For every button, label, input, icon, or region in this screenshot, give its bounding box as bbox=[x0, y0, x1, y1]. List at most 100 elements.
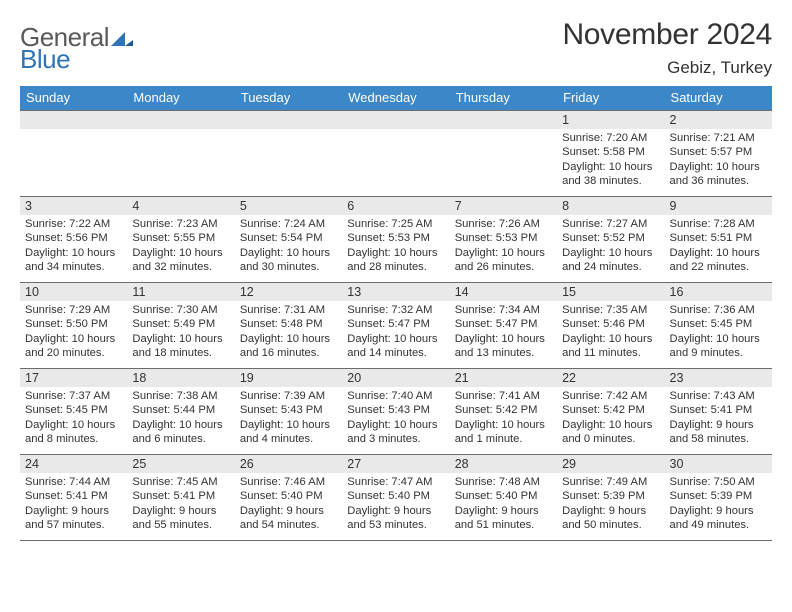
calendar-cell: 12Sunrise: 7:31 AMSunset: 5:48 PMDayligh… bbox=[235, 283, 342, 369]
daylight-text: Daylight: 10 hours and 3 minutes. bbox=[347, 418, 444, 447]
day-number: 20 bbox=[342, 369, 449, 387]
logo: General Blue bbox=[20, 18, 133, 72]
calendar-cell: 25Sunrise: 7:45 AMSunset: 5:41 PMDayligh… bbox=[127, 455, 234, 541]
sunset-text: Sunset: 5:39 PM bbox=[562, 489, 659, 503]
day-number: 12 bbox=[235, 283, 342, 301]
day-details: Sunrise: 7:21 AMSunset: 5:57 PMDaylight:… bbox=[665, 129, 772, 191]
day-number: 15 bbox=[557, 283, 664, 301]
sunrise-text: Sunrise: 7:34 AM bbox=[455, 303, 552, 317]
logo-text-block: General Blue bbox=[20, 24, 133, 72]
day-number: 23 bbox=[665, 369, 772, 387]
day-details: Sunrise: 7:48 AMSunset: 5:40 PMDaylight:… bbox=[450, 473, 557, 535]
day-number: 8 bbox=[557, 197, 664, 215]
day-details: Sunrise: 7:30 AMSunset: 5:49 PMDaylight:… bbox=[127, 301, 234, 363]
sunrise-text: Sunrise: 7:38 AM bbox=[132, 389, 229, 403]
sunrise-text: Sunrise: 7:37 AM bbox=[25, 389, 122, 403]
calendar-cell: 29Sunrise: 7:49 AMSunset: 5:39 PMDayligh… bbox=[557, 455, 664, 541]
sunset-text: Sunset: 5:54 PM bbox=[240, 231, 337, 245]
day-number: 16 bbox=[665, 283, 772, 301]
daylight-text: Daylight: 10 hours and 34 minutes. bbox=[25, 246, 122, 275]
sunset-text: Sunset: 5:45 PM bbox=[670, 317, 767, 331]
daylight-text: Daylight: 10 hours and 36 minutes. bbox=[670, 160, 767, 189]
daylight-text: Daylight: 10 hours and 26 minutes. bbox=[455, 246, 552, 275]
calendar-cell: 7Sunrise: 7:26 AMSunset: 5:53 PMDaylight… bbox=[450, 197, 557, 283]
day-details: Sunrise: 7:39 AMSunset: 5:43 PMDaylight:… bbox=[235, 387, 342, 449]
day-number: 29 bbox=[557, 455, 664, 473]
calendar-cell: 3Sunrise: 7:22 AMSunset: 5:56 PMDaylight… bbox=[20, 197, 127, 283]
calendar-page: General Blue November 2024 Gebiz, Turkey… bbox=[0, 0, 792, 612]
calendar-cell: 13Sunrise: 7:32 AMSunset: 5:47 PMDayligh… bbox=[342, 283, 449, 369]
day-number: 2 bbox=[665, 111, 772, 129]
day-number: 19 bbox=[235, 369, 342, 387]
daylight-text: Daylight: 10 hours and 8 minutes. bbox=[25, 418, 122, 447]
sunrise-text: Sunrise: 7:28 AM bbox=[670, 217, 767, 231]
sunrise-text: Sunrise: 7:49 AM bbox=[562, 475, 659, 489]
sunrise-text: Sunrise: 7:27 AM bbox=[562, 217, 659, 231]
sunrise-text: Sunrise: 7:40 AM bbox=[347, 389, 444, 403]
calendar-cell: 20Sunrise: 7:40 AMSunset: 5:43 PMDayligh… bbox=[342, 369, 449, 455]
sunset-text: Sunset: 5:47 PM bbox=[455, 317, 552, 331]
sunset-text: Sunset: 5:45 PM bbox=[25, 403, 122, 417]
day-number: 21 bbox=[450, 369, 557, 387]
daylight-text: Daylight: 10 hours and 24 minutes. bbox=[562, 246, 659, 275]
day-header: Saturday bbox=[665, 86, 772, 111]
day-number: 9 bbox=[665, 197, 772, 215]
day-details: Sunrise: 7:28 AMSunset: 5:51 PMDaylight:… bbox=[665, 215, 772, 277]
day-details: Sunrise: 7:24 AMSunset: 5:54 PMDaylight:… bbox=[235, 215, 342, 277]
day-details: Sunrise: 7:26 AMSunset: 5:53 PMDaylight:… bbox=[450, 215, 557, 277]
daylight-text: Daylight: 9 hours and 53 minutes. bbox=[347, 504, 444, 533]
day-details: Sunrise: 7:46 AMSunset: 5:40 PMDaylight:… bbox=[235, 473, 342, 535]
sunset-text: Sunset: 5:47 PM bbox=[347, 317, 444, 331]
sunset-text: Sunset: 5:58 PM bbox=[562, 145, 659, 159]
day-details: Sunrise: 7:32 AMSunset: 5:47 PMDaylight:… bbox=[342, 301, 449, 363]
sunrise-text: Sunrise: 7:48 AM bbox=[455, 475, 552, 489]
calendar-cell bbox=[20, 111, 127, 197]
day-number: 3 bbox=[20, 197, 127, 215]
sunrise-text: Sunrise: 7:24 AM bbox=[240, 217, 337, 231]
sunrise-text: Sunrise: 7:32 AM bbox=[347, 303, 444, 317]
sunrise-text: Sunrise: 7:45 AM bbox=[132, 475, 229, 489]
daylight-text: Daylight: 10 hours and 11 minutes. bbox=[562, 332, 659, 361]
calendar-cell: 4Sunrise: 7:23 AMSunset: 5:55 PMDaylight… bbox=[127, 197, 234, 283]
day-number: 10 bbox=[20, 283, 127, 301]
calendar-cell bbox=[342, 111, 449, 197]
day-header: Monday bbox=[127, 86, 234, 111]
calendar-cell: 9Sunrise: 7:28 AMSunset: 5:51 PMDaylight… bbox=[665, 197, 772, 283]
sunrise-text: Sunrise: 7:23 AM bbox=[132, 217, 229, 231]
daylight-text: Daylight: 10 hours and 1 minute. bbox=[455, 418, 552, 447]
sunrise-text: Sunrise: 7:46 AM bbox=[240, 475, 337, 489]
daylight-text: Daylight: 9 hours and 54 minutes. bbox=[240, 504, 337, 533]
calendar-cell: 22Sunrise: 7:42 AMSunset: 5:42 PMDayligh… bbox=[557, 369, 664, 455]
sunrise-text: Sunrise: 7:44 AM bbox=[25, 475, 122, 489]
sunset-text: Sunset: 5:42 PM bbox=[562, 403, 659, 417]
calendar-cell: 10Sunrise: 7:29 AMSunset: 5:50 PMDayligh… bbox=[20, 283, 127, 369]
sunrise-text: Sunrise: 7:35 AM bbox=[562, 303, 659, 317]
sunrise-text: Sunrise: 7:22 AM bbox=[25, 217, 122, 231]
title-block: November 2024 Gebiz, Turkey bbox=[562, 18, 772, 78]
calendar-cell: 17Sunrise: 7:37 AMSunset: 5:45 PMDayligh… bbox=[20, 369, 127, 455]
daylight-text: Daylight: 10 hours and 16 minutes. bbox=[240, 332, 337, 361]
sunrise-text: Sunrise: 7:41 AM bbox=[455, 389, 552, 403]
daylight-text: Daylight: 10 hours and 28 minutes. bbox=[347, 246, 444, 275]
sunset-text: Sunset: 5:53 PM bbox=[347, 231, 444, 245]
calendar-cell: 16Sunrise: 7:36 AMSunset: 5:45 PMDayligh… bbox=[665, 283, 772, 369]
daylight-text: Daylight: 10 hours and 9 minutes. bbox=[670, 332, 767, 361]
day-number: 24 bbox=[20, 455, 127, 473]
calendar-week-row: 1Sunrise: 7:20 AMSunset: 5:58 PMDaylight… bbox=[20, 111, 772, 197]
calendar-cell bbox=[127, 111, 234, 197]
calendar-cell: 30Sunrise: 7:50 AMSunset: 5:39 PMDayligh… bbox=[665, 455, 772, 541]
calendar-cell: 1Sunrise: 7:20 AMSunset: 5:58 PMDaylight… bbox=[557, 111, 664, 197]
day-header-row: Sunday Monday Tuesday Wednesday Thursday… bbox=[20, 86, 772, 111]
sunrise-text: Sunrise: 7:30 AM bbox=[132, 303, 229, 317]
daylight-text: Daylight: 10 hours and 30 minutes. bbox=[240, 246, 337, 275]
day-number bbox=[20, 111, 127, 129]
day-details: Sunrise: 7:34 AMSunset: 5:47 PMDaylight:… bbox=[450, 301, 557, 363]
sunrise-text: Sunrise: 7:50 AM bbox=[670, 475, 767, 489]
day-number bbox=[127, 111, 234, 129]
calendar-cell: 27Sunrise: 7:47 AMSunset: 5:40 PMDayligh… bbox=[342, 455, 449, 541]
daylight-text: Daylight: 9 hours and 57 minutes. bbox=[25, 504, 122, 533]
daylight-text: Daylight: 10 hours and 0 minutes. bbox=[562, 418, 659, 447]
calendar-cell: 8Sunrise: 7:27 AMSunset: 5:52 PMDaylight… bbox=[557, 197, 664, 283]
sunrise-text: Sunrise: 7:39 AM bbox=[240, 389, 337, 403]
calendar-cell: 21Sunrise: 7:41 AMSunset: 5:42 PMDayligh… bbox=[450, 369, 557, 455]
